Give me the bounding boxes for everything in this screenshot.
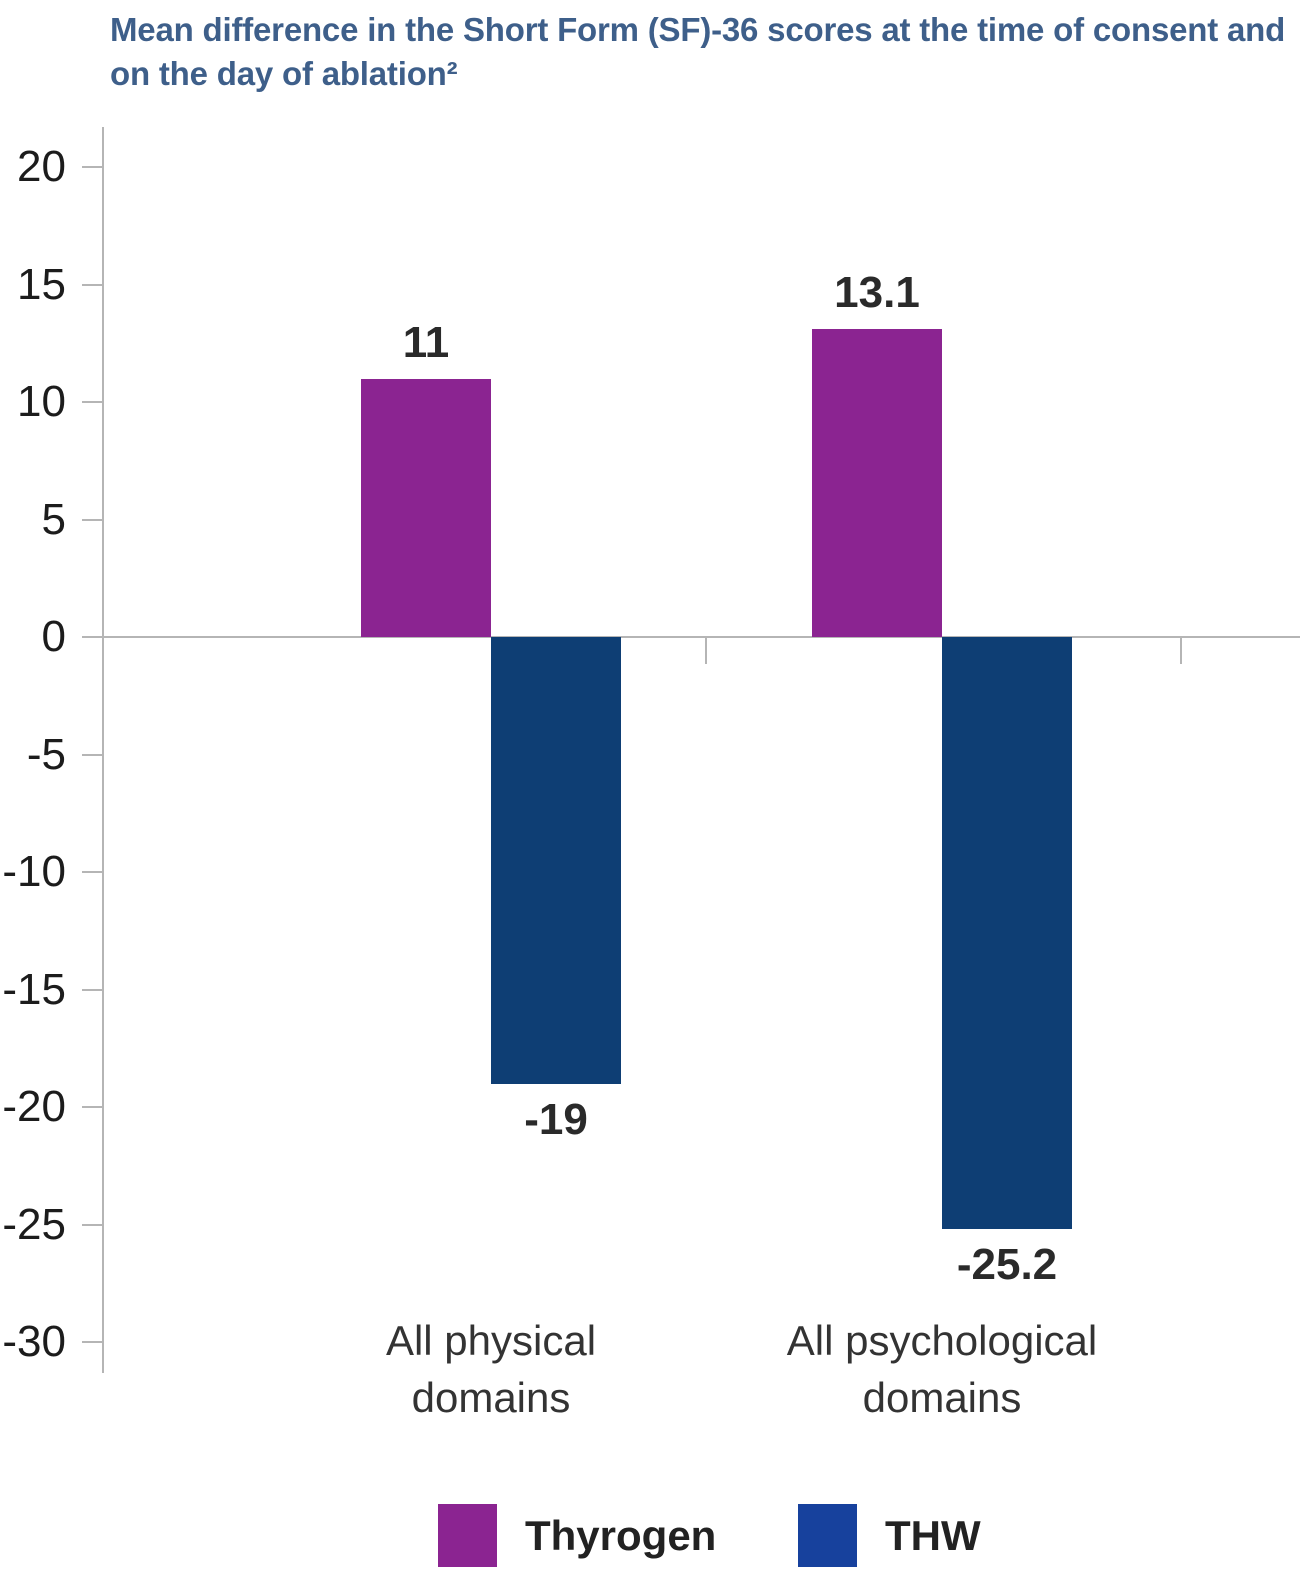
bar-value-label: -25.2	[956, 1240, 1058, 1290]
bar-thw-all-psychological-domains	[942, 637, 1072, 1230]
y-tick-label: 20	[17, 142, 66, 191]
y-tick-mark	[82, 988, 103, 991]
y-tick-mark	[82, 401, 103, 403]
bar-value-label: 11	[402, 317, 450, 367]
y-tick-mark	[82, 871, 103, 873]
y-tick-label: -15	[2, 964, 66, 1014]
y-tick-mark	[82, 636, 103, 638]
legend-label-thw: THW	[885, 1512, 981, 1559]
y-tick-mark	[82, 1106, 103, 1108]
y-tick-label: 10	[17, 377, 66, 426]
bar-thw-all-physical-domains	[491, 637, 621, 1084]
y-tick-label: -20	[2, 1082, 66, 1131]
y-tick-mark	[82, 753, 103, 756]
y-axis-line	[102, 127, 104, 1373]
legend-item-thyrogen: Thyrogen	[438, 1504, 716, 1567]
y-tick-label: 0	[41, 612, 66, 661]
y-tick-mark	[82, 283, 103, 286]
y-tick-mark	[82, 166, 103, 168]
category-label-all-physical-domains: All physical domains	[385, 1317, 597, 1421]
chart-title: Mean difference in the Short Form (SF)-3…	[110, 11, 1286, 92]
y-tick-label: -5	[26, 729, 66, 779]
category-label-all-psychological-domains: All psychological domains	[786, 1317, 1098, 1421]
zero-baseline	[103, 636, 1300, 638]
y-tick-label: 5	[41, 494, 66, 544]
x-category-tick	[705, 637, 707, 664]
x-category-tick	[1180, 637, 1182, 664]
y-tick-mark	[82, 518, 103, 521]
legend-swatch-thyrogen	[438, 1504, 497, 1567]
y-tick-label: -10	[2, 847, 66, 896]
y-tick-label: 15	[17, 259, 66, 309]
legend-swatch-thw	[798, 1504, 857, 1567]
legend-item-thw: THW	[798, 1504, 981, 1567]
bar-thyrogen-all-physical-domains	[361, 378, 491, 637]
bar-value-label: -19	[524, 1094, 588, 1144]
y-tick-mark	[82, 1341, 103, 1343]
y-tick-label: -25	[2, 1199, 66, 1249]
bar-thyrogen-all-psychological-domains	[812, 329, 942, 637]
bar-value-label: 13.1	[834, 268, 920, 318]
y-tick-label: -30	[2, 1317, 66, 1366]
legend-label-thyrogen: Thyrogen	[525, 1512, 717, 1559]
y-tick-mark	[82, 1223, 103, 1226]
